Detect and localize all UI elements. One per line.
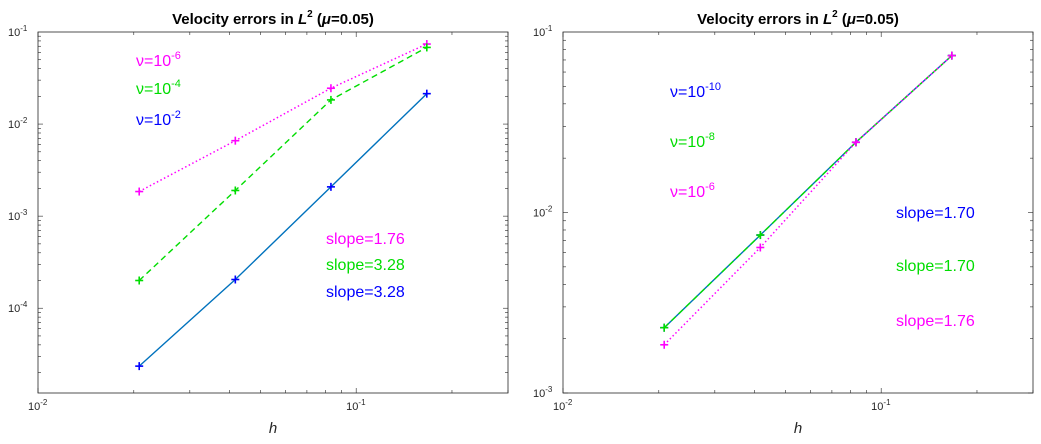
left-chart-panel: 10-2 10-1 10-4 10-3 10-2 10-1 Velocity errors … — [8, 9, 509, 437]
series-line — [663, 55, 953, 346]
y-tick-label: 10-3 — [8, 208, 28, 223]
data-point-marker — [135, 362, 144, 371]
nu-annotation: ν=10-8 — [670, 131, 715, 151]
y-tick-label: 10-3 — [533, 385, 553, 400]
slope-annotation: slope=3.28 — [326, 284, 405, 301]
x-axis-label: h — [269, 420, 277, 437]
series-2 — [660, 51, 956, 349]
y-tick-label: 10-1 — [533, 24, 553, 39]
x-axis-label: h — [794, 420, 802, 437]
data-point-marker — [231, 275, 240, 284]
minor-ticks — [562, 32, 1034, 394]
x-tick-label: 10-1 — [346, 398, 366, 413]
slope-annotation: slope=1.76 — [896, 313, 975, 330]
y-tick-label: 10-1 — [8, 24, 28, 39]
nu-annotation: ν=10-6 — [136, 50, 181, 70]
data-point-marker — [231, 136, 240, 145]
slope-annotation: slope=3.28 — [326, 257, 405, 274]
data-point-marker — [326, 182, 335, 191]
minor-ticks — [37, 32, 509, 393]
x-tick-label: 10-1 — [871, 398, 891, 413]
nu-annotation: ν=10-2 — [136, 109, 181, 129]
data-point-marker — [326, 84, 335, 93]
data-point-marker — [660, 340, 669, 349]
y-tick-label: 10-2 — [533, 205, 553, 220]
data-point-marker — [851, 138, 860, 147]
series-line — [138, 46, 428, 282]
slope-annotation: slope=1.70 — [896, 258, 975, 275]
data-point-marker — [422, 89, 431, 98]
plot-area — [562, 31, 1034, 394]
chart-title: Velocity errors in L2 (μ=0.05) — [697, 9, 899, 28]
data-point-marker — [756, 243, 765, 252]
data-point-marker — [326, 95, 335, 104]
nu-annotation: ν=10-10 — [670, 81, 721, 101]
plot-area — [37, 31, 509, 394]
data-point-marker — [660, 323, 669, 332]
y-tick-label: 10-2 — [8, 116, 28, 131]
slope-annotation: slope=1.76 — [326, 231, 405, 248]
slope-annotation: slope=1.70 — [896, 205, 975, 222]
chart-title: Velocity errors in L2 (μ=0.05) — [172, 9, 374, 28]
nu-annotation: ν=10-4 — [136, 78, 181, 98]
data-point-marker — [422, 43, 431, 52]
y-tick-label: 10-4 — [8, 300, 28, 315]
data-point-marker — [135, 187, 144, 196]
data-point-marker — [135, 276, 144, 285]
data-point-marker — [756, 231, 765, 240]
nu-annotation: ν=10-6 — [670, 181, 715, 201]
series-2 — [135, 89, 431, 371]
data-point-marker — [947, 51, 956, 60]
series-line — [138, 93, 428, 367]
series-line — [663, 55, 953, 329]
x-tick-label: 10-2 — [553, 398, 573, 413]
series-1 — [135, 43, 431, 285]
data-point-marker — [231, 186, 240, 195]
x-tick-label: 10-2 — [28, 398, 48, 413]
